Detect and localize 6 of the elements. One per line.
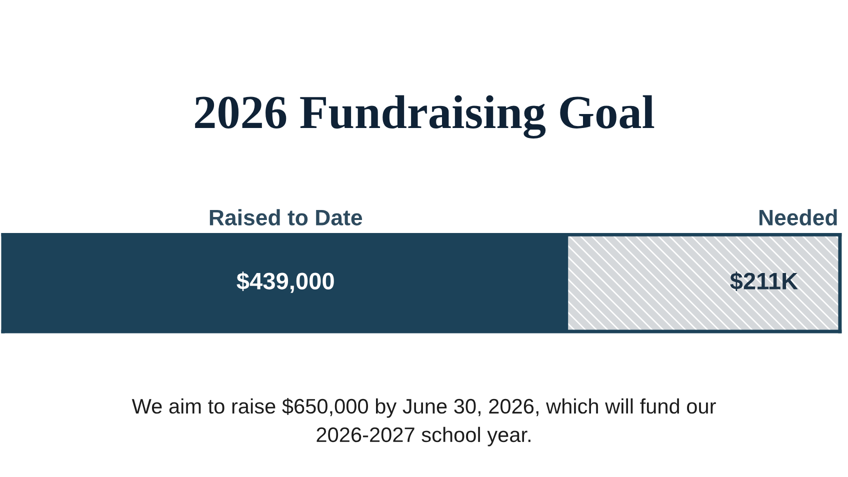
series-label: Needed — [759, 209, 837, 226]
series-label: Raised to Date — [210, 209, 362, 226]
data-label: $211K — [730, 272, 798, 291]
chart-title: 2026 Fundraising Goal — [195, 95, 654, 138]
text: We aim to raise $650,000 by June 30, 2026, which will fund our 2026-2027 school year. — [132, 398, 716, 446]
data-label: $439,000 — [236, 272, 334, 293]
